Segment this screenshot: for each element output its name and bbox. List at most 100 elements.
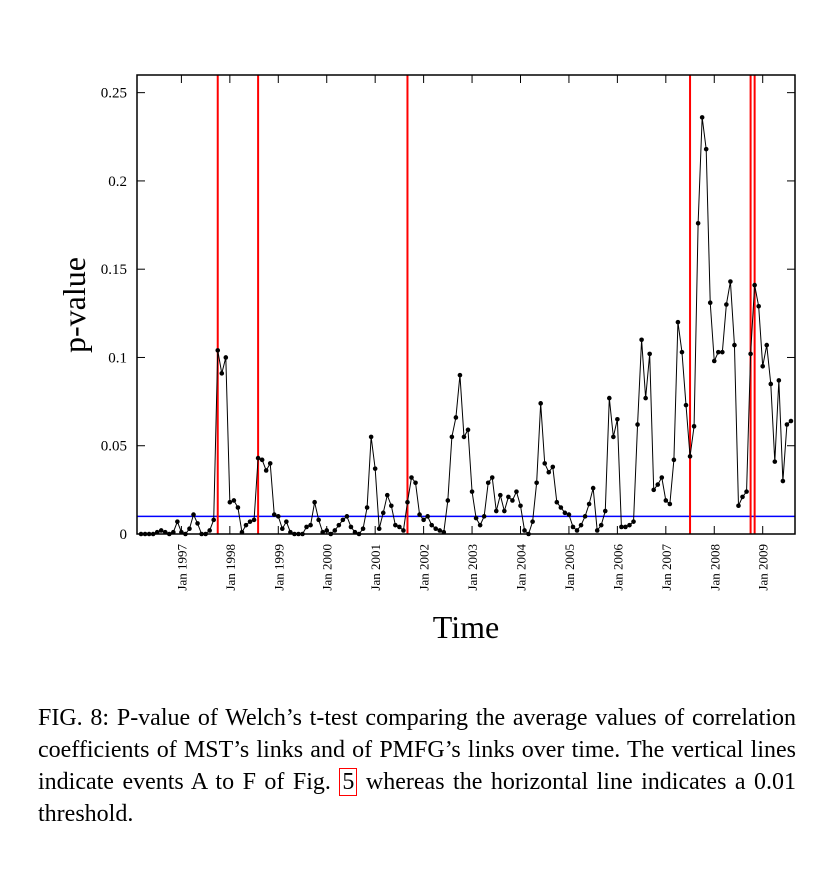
data-point [578, 522, 584, 528]
data-point [631, 519, 636, 524]
data-point [344, 514, 350, 519]
data-point [720, 349, 725, 355]
plot-frame [136, 74, 796, 535]
data-point [514, 489, 519, 494]
x-axis-label: Time [433, 609, 499, 645]
data-point [582, 514, 588, 519]
x-tick-label: Jan 1997 [174, 544, 189, 591]
data-point [376, 526, 382, 532]
x-tick-label: Jan 2001 [368, 544, 383, 591]
data-point [401, 528, 406, 533]
data-point [175, 519, 180, 524]
figure-reference[interactable]: 5 [339, 768, 358, 796]
caption-text: whereas the horizontal line indicates a … [38, 769, 797, 827]
data-point [280, 526, 285, 532]
data-point [473, 515, 479, 521]
data-point [550, 464, 556, 470]
data-point [425, 514, 430, 519]
data-point [538, 401, 543, 406]
chart: p-value Time 0 0.05 0.1 0.15 0.2 0.25 Jan 1997… [56, 74, 796, 645]
x-tick-label: Jan 2006 [610, 544, 625, 591]
data-point [647, 351, 652, 357]
data-point [728, 279, 733, 284]
data-point [389, 503, 394, 509]
data-point [348, 524, 354, 530]
data-point [639, 337, 644, 343]
data-point [445, 498, 451, 503]
x-tick-label: Jan 2005 [562, 544, 577, 591]
data-point [360, 526, 366, 532]
data-point [780, 478, 786, 484]
data-point [667, 501, 673, 507]
data-point [619, 524, 624, 530]
data-point [760, 363, 766, 369]
data-point [671, 457, 677, 463]
data-point [207, 528, 212, 533]
data-point [776, 378, 782, 383]
data-point [158, 528, 164, 533]
data-point [740, 494, 745, 500]
data-point [316, 517, 321, 523]
data-point [457, 372, 463, 378]
data-point [522, 528, 527, 533]
data-point [752, 282, 757, 288]
data-point [368, 434, 374, 440]
data-point [691, 424, 697, 429]
data-point [275, 514, 281, 519]
data-point [764, 342, 770, 348]
data-point [461, 434, 467, 440]
data-point [732, 342, 737, 348]
data-point [312, 499, 317, 505]
data-point [259, 457, 265, 463]
data-point [421, 517, 426, 523]
data-point [784, 422, 790, 427]
y-tick-label: 0.2 [108, 174, 127, 190]
data-point [566, 512, 572, 517]
data-point [485, 480, 491, 486]
data-point [393, 522, 398, 528]
x-tick-label: Jan 2000 [320, 544, 335, 591]
data-point [510, 498, 515, 503]
data-point [707, 300, 713, 306]
data-point [235, 505, 241, 510]
data-point [607, 395, 612, 401]
data-point [417, 512, 422, 517]
data-point [304, 524, 309, 530]
data-point [558, 505, 564, 510]
data-point [469, 489, 475, 494]
data-point [546, 469, 552, 475]
y-tick-label: 0 [120, 527, 128, 543]
data-point [477, 522, 483, 528]
data-point [429, 522, 434, 528]
data-point [602, 508, 608, 514]
data-point [772, 459, 778, 464]
data-point [187, 526, 192, 532]
data-point [372, 466, 378, 471]
data-point [659, 475, 665, 480]
data-point [195, 521, 200, 526]
data-point [481, 514, 487, 519]
data-point [324, 528, 330, 533]
data-point [243, 522, 249, 528]
y-tick-label: 0.1 [108, 350, 127, 366]
x-tick-label: Jan 2002 [417, 544, 432, 591]
data-point [364, 505, 370, 510]
data-point [308, 522, 313, 528]
data-point [679, 349, 685, 355]
data-point [627, 522, 632, 528]
data-point [449, 434, 455, 440]
data-point [542, 461, 548, 466]
data-point [598, 522, 604, 528]
caption-text: FIG. 8: P-value of Welch’s t-test compar… [38, 705, 796, 795]
data-point [703, 146, 709, 152]
data-point [570, 524, 576, 530]
data-point [191, 512, 196, 517]
data-point [683, 402, 689, 408]
data-point [405, 499, 410, 505]
data-point [574, 528, 580, 533]
data-point [219, 371, 225, 376]
data-point [623, 524, 628, 530]
data-point [643, 395, 648, 401]
data-point [687, 454, 693, 459]
